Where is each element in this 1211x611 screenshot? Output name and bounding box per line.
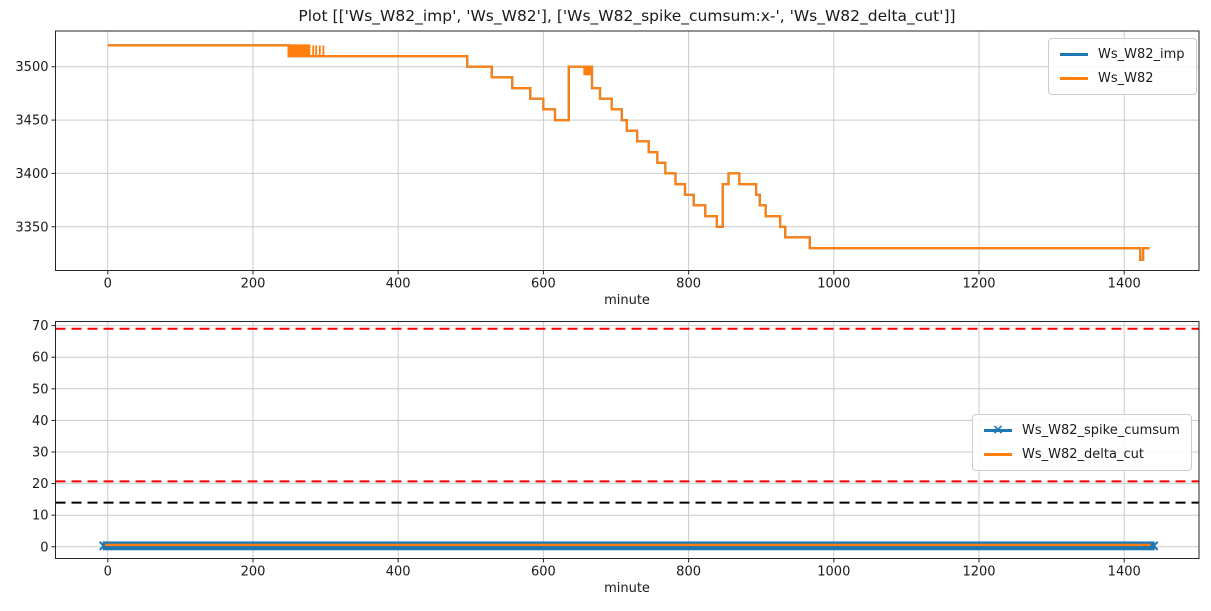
x-tick-label: 600	[531, 277, 556, 292]
y-tick-label: 3350	[15, 220, 48, 235]
bottom-xaxis-label: minute	[604, 581, 650, 596]
x-tick-label: 400	[386, 565, 411, 580]
y-tick-label: 0	[40, 540, 48, 555]
legend-line	[984, 453, 1012, 456]
bottom-legend: × Ws_W82_spike_cumsum Ws_W82_delta_cut	[972, 414, 1192, 471]
x-tick-label: 1000	[817, 277, 850, 292]
x-tick-label: 400	[386, 277, 411, 292]
axes-frame	[55, 321, 1200, 559]
legend-line	[984, 429, 1012, 432]
top-subplot: 0 200 400 600 800 1000 1200 1400 3350 3400 3450 350…	[15, 30, 1200, 292]
y-tick-label: 60	[32, 351, 49, 366]
legend-label: Ws_W82	[1098, 71, 1154, 86]
legend-label: Ws_W82_delta_cut	[1022, 447, 1144, 462]
legend-line-sample	[1060, 45, 1088, 64]
top-xaxis-label: minute	[604, 293, 650, 308]
x-marker-icon: ×	[992, 422, 1004, 438]
y-tick-label: 30	[32, 446, 49, 461]
legend-line	[1060, 77, 1088, 80]
y-tick-label: 10	[32, 509, 49, 524]
y-tick-label: 50	[32, 382, 49, 397]
x-tick-label: 600	[531, 565, 556, 580]
series-Ws_W82	[107, 44, 1150, 261]
legend-entry-ws-w82: Ws_W82	[1060, 69, 1185, 88]
x-tick-label: 0	[104, 565, 112, 580]
x-tick-label: 200	[241, 277, 266, 292]
legend-line-sample	[1060, 69, 1088, 88]
legend-entry-ws-w82-imp: Ws_W82_imp	[1060, 45, 1185, 64]
x-tick-label: 800	[676, 565, 701, 580]
noise-block	[288, 44, 311, 57]
legend-label: Ws_W82_imp	[1098, 47, 1185, 62]
x-tick-label: 1200	[962, 565, 995, 580]
x-marker-icon	[98, 541, 109, 551]
x-tick-label: 1400	[1108, 277, 1141, 292]
y-tick-label: 3400	[15, 167, 48, 182]
y-tick-label: 3500	[15, 60, 48, 75]
x-tick-label: 1000	[817, 565, 850, 580]
y-tick-label: 70	[32, 319, 49, 334]
legend-line	[1060, 53, 1088, 56]
x-tick-label: 200	[241, 565, 266, 580]
x-tick-label: 0	[104, 277, 112, 292]
y-tick-label: 40	[32, 414, 49, 429]
legend-entry-delta-cut: Ws_W82_delta_cut	[984, 445, 1180, 464]
series-Ws_W82_imp	[107, 44, 1150, 261]
bottom-subplot: 0 200 400 600 800 1000 1200 1400 0 10 20 30 40 50 60 70	[32, 319, 1200, 580]
legend-label: Ws_W82_spike_cumsum	[1022, 423, 1180, 438]
figure-title: Plot [['Ws_W82_imp', 'Ws_W82'], ['Ws_W82…	[298, 7, 956, 25]
legend-line-sample	[984, 445, 1012, 464]
x-marker-icon	[1149, 541, 1159, 551]
legend-line-sample: ×	[984, 421, 1012, 440]
x-tick-label: 800	[676, 277, 701, 292]
noise-block	[583, 65, 592, 76]
legend-entry-spike-cumsum: × Ws_W82_spike_cumsum	[984, 421, 1180, 440]
x-tick-label: 1200	[962, 277, 995, 292]
x-tick-label: 1400	[1108, 565, 1141, 580]
axes-frame	[55, 30, 1200, 271]
top-legend: Ws_W82_imp Ws_W82	[1048, 38, 1197, 95]
y-tick-label: 3450	[15, 114, 48, 129]
y-tick-label: 20	[32, 477, 49, 492]
